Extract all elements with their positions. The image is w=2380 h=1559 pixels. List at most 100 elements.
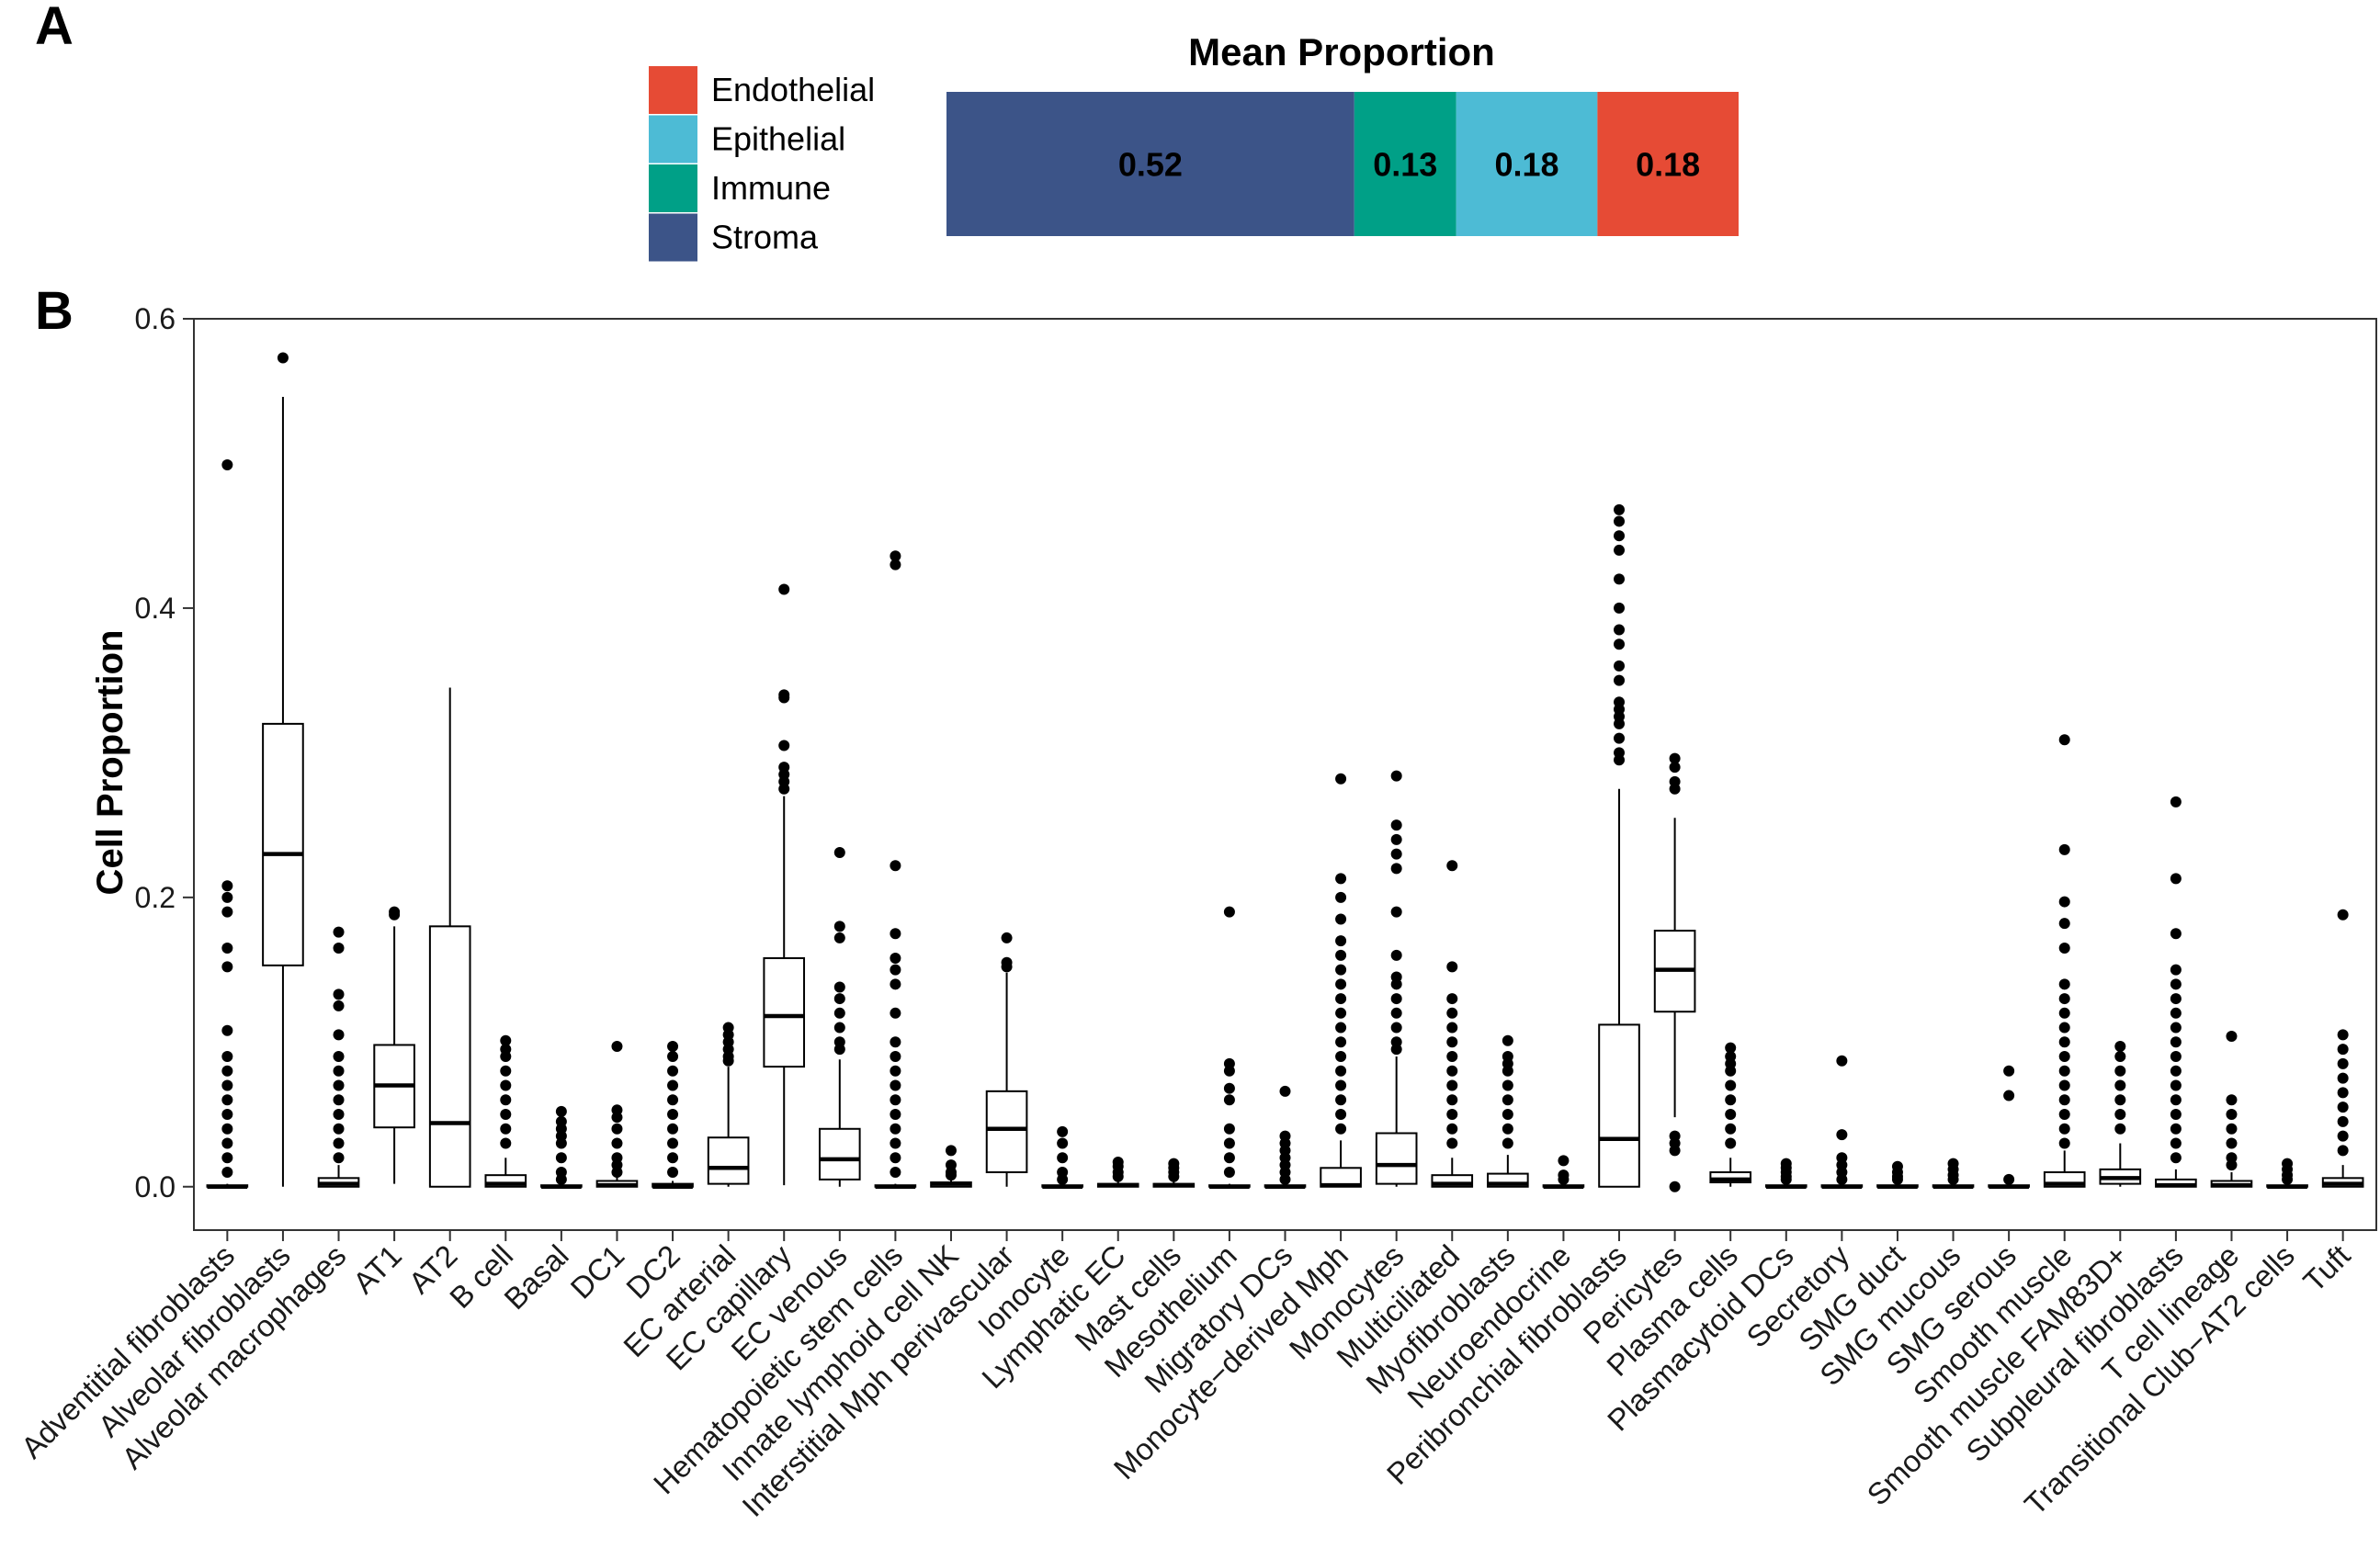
outlier-point	[1446, 1094, 1458, 1106]
outlier-point	[1335, 1079, 1347, 1091]
outlier-point	[1614, 515, 1626, 527]
outlier-point	[1725, 1137, 1737, 1149]
outlier-point	[1614, 573, 1626, 585]
outlier-point	[945, 1145, 957, 1157]
box-alveolar-fibroblasts	[262, 352, 304, 1187]
outlier-point	[333, 942, 345, 954]
outlier-point	[333, 1065, 345, 1077]
legend-swatch-endothelial	[649, 66, 697, 114]
outlier-point	[2058, 734, 2070, 746]
outlier-point	[1390, 833, 1402, 845]
outlier-point	[1669, 783, 1681, 795]
outlier-point	[555, 1137, 567, 1149]
outlier-point	[1223, 1082, 1235, 1094]
outlier-point	[833, 932, 845, 943]
outlier-point	[611, 1137, 623, 1149]
outlier-point	[2058, 1022, 2070, 1034]
box-iqr	[1709, 1171, 1752, 1184]
outlier-point	[1057, 1152, 1069, 1164]
box-basal	[540, 1105, 583, 1190]
outlier-point	[2337, 1087, 2349, 1099]
outlier-point	[1223, 906, 1235, 918]
outlier-point	[2170, 873, 2182, 885]
outlier-point	[2114, 1051, 2126, 1063]
box-neuroendocrine	[1542, 1155, 1585, 1190]
outlier-point	[1223, 1123, 1235, 1135]
outlier-point	[1223, 1152, 1235, 1164]
outlier-point	[1446, 1036, 1458, 1048]
outlier-point	[2058, 1109, 2070, 1121]
box-iqr	[262, 722, 304, 966]
outlier-point	[1223, 1167, 1235, 1179]
outlier-point	[1390, 848, 1402, 860]
legend-label-stroma: Stroma	[711, 219, 819, 256]
outlier-point	[1558, 1173, 1570, 1185]
outlier-point	[1335, 1109, 1347, 1121]
outlier-point	[1335, 964, 1347, 976]
outlier-point	[1390, 949, 1402, 961]
outlier-point	[2226, 1094, 2238, 1106]
outlier-point	[2170, 1022, 2182, 1034]
outlier-point	[1335, 1123, 1347, 1135]
outlier-point	[890, 1007, 901, 1019]
outlier-point	[2114, 1094, 2126, 1106]
stack-segment-epithelial	[1456, 92, 1598, 236]
outlier-point	[500, 1051, 512, 1063]
outlier-point	[1001, 932, 1013, 943]
outlier-point	[667, 1137, 679, 1149]
outlier-point	[333, 1123, 345, 1135]
outlier-point	[1335, 873, 1347, 885]
outlier-point	[221, 880, 233, 892]
outlier-point	[2226, 1159, 2238, 1171]
outlier-point	[2058, 1123, 2070, 1135]
stacked-bar: 0.52 0.13 0.18 0.18	[946, 92, 1739, 236]
outlier-point	[1725, 1079, 1737, 1091]
outlier-point	[1614, 717, 1626, 729]
outlier-point	[2003, 1173, 2015, 1185]
outlier-point	[2058, 1036, 2070, 1048]
outlier-point	[1502, 1094, 1513, 1106]
outlier-point	[500, 1034, 512, 1046]
outlier-point	[1614, 602, 1626, 614]
outlier-point	[2170, 1123, 2182, 1135]
outlier-point	[277, 352, 289, 364]
outlier-point	[833, 847, 845, 859]
box-lymphatic-ec	[1096, 1156, 1139, 1188]
outlier-point	[1057, 1137, 1069, 1149]
stack-segment-label-endothelial: 0.18	[1636, 146, 1700, 184]
outlier-point	[1947, 1173, 1959, 1185]
outlier-point	[1669, 752, 1681, 764]
outlier-point	[1390, 993, 1402, 1005]
outlier-point	[833, 981, 845, 993]
outlier-point	[890, 1051, 901, 1063]
outlier-point	[221, 1109, 233, 1121]
outlier-point	[611, 1123, 623, 1135]
y-tick-label: 0.6	[135, 302, 176, 335]
box-t-cell-lineage	[2210, 1031, 2253, 1188]
outlier-point	[1335, 773, 1347, 785]
outlier-point	[221, 1094, 233, 1106]
legend: Endothelial Epithelial Immune Stroma	[649, 66, 875, 262]
outlier-point	[333, 1000, 345, 1011]
box-iqr	[763, 956, 806, 1068]
outlier-point	[2058, 843, 2070, 855]
box-at1	[373, 906, 415, 1184]
outlier-point	[890, 1137, 901, 1149]
box-iqr	[818, 1127, 861, 1181]
x-tick-label-basal: Basal	[497, 1238, 575, 1316]
y-tick-label: 0.0	[135, 1170, 176, 1203]
outlier-point	[890, 559, 901, 571]
outlier-point	[2058, 896, 2070, 908]
outlier-point	[500, 1079, 512, 1091]
outlier-point	[500, 1123, 512, 1135]
box-smg-duct	[1876, 1160, 1919, 1190]
outlier-point	[667, 1123, 679, 1135]
outlier-point	[2170, 993, 2182, 1005]
outlier-point	[2170, 964, 2182, 976]
outlier-point	[890, 1123, 901, 1135]
box-tuft	[2321, 909, 2364, 1188]
outlier-point	[2058, 978, 2070, 990]
box-smg-serous	[1988, 1065, 2030, 1190]
outlier-point	[2170, 796, 2182, 808]
box-dc1	[595, 1041, 639, 1188]
